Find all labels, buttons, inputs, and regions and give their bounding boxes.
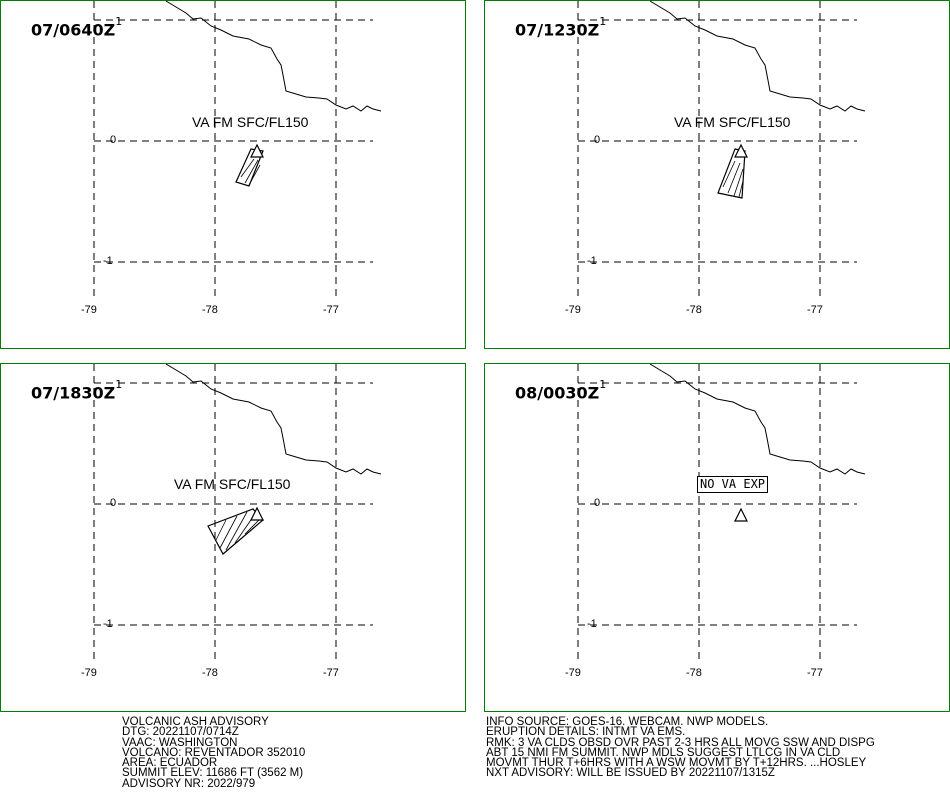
no-va-exp-label: NO VA EXP <box>697 476 769 493</box>
map-panel-4: 08/0030Z1 NO VA EXP 0 -1 -79 -78 -77 <box>484 363 950 712</box>
lat-tick-0: 0 <box>594 497 601 509</box>
lat-tick-minus1: -1 <box>103 618 113 630</box>
advisory-line: ADVISORY NR: 2022/979 <box>122 777 256 790</box>
lon-tick-77: -77 <box>807 667 823 679</box>
ash-label: VA FM SFC/FL150 <box>174 476 291 492</box>
advisory-remarks-block: INFO SOURCE: GOES-16. WEBCAM. NWP MODELS… <box>486 716 875 780</box>
map-panel-1: 07/0640Z1 VA FM SFC/FL150 0 -1 -79 -78 -… <box>0 0 466 349</box>
ash-label: VA FM SFC/FL150 <box>192 114 309 130</box>
volcano-icon <box>250 143 264 158</box>
lon-tick-79: -79 <box>565 667 581 679</box>
lat-tick-0: 0 <box>110 497 117 509</box>
advisory-line: RMK: 3 VA CLDS OBSD OVR PAST 2-3 HRS ALL… <box>486 736 875 749</box>
advisory-line: INFO SOURCE: GOES-16. WEBCAM. NWP MODELS… <box>486 716 769 728</box>
volcano-icon <box>734 143 748 158</box>
advisory-line: ABT 15 NMI FM SUMMIT. NWP MDLS SUGGEST L… <box>486 746 841 759</box>
lat-tick-minus1: -1 <box>587 618 597 630</box>
lat-tick-minus1: -1 <box>587 255 597 267</box>
lon-tick-78: -78 <box>686 667 702 679</box>
coastline <box>649 1 866 112</box>
map-canvas <box>577 364 866 660</box>
lon-tick-79: -79 <box>81 304 97 316</box>
lat-tick-minus1: -1 <box>103 255 113 267</box>
lat-tick-0: 0 <box>110 134 117 146</box>
advisory-line: NXT ADVISORY: WILL BE ISSUED BY 20221107… <box>486 767 775 780</box>
map-panel-3: 07/1830Z1 VA FM SFC/FL150 0 -1 -79 -78 -… <box>0 363 466 712</box>
ash-label: VA FM SFC/FL150 <box>674 114 791 130</box>
map-canvas <box>93 1 382 297</box>
coastline <box>165 1 382 112</box>
coastline <box>649 364 866 475</box>
advisory-line: VAAC: WASHINGTON <box>122 736 238 749</box>
advisory-line: VOLCANO: REVENTADOR 352010 <box>122 746 306 759</box>
coastline <box>165 364 382 475</box>
lon-tick-79: -79 <box>81 667 97 679</box>
panel-time: 07/1230Z1 <box>515 15 607 40</box>
lon-tick-77: -77 <box>323 304 339 316</box>
lon-tick-78: -78 <box>686 304 702 316</box>
lon-tick-77: -77 <box>323 667 339 679</box>
advisory-line: DTG: 20221107/0714Z <box>122 726 239 739</box>
lat-tick-0: 0 <box>594 134 601 146</box>
lon-tick-78: -78 <box>202 667 218 679</box>
panel-time: 07/1830Z1 <box>31 378 123 403</box>
advisory-line: SUMMIT ELEV: 11686 FT (3562 M) <box>122 767 304 780</box>
lon-tick-77: -77 <box>807 304 823 316</box>
map-canvas <box>93 364 382 660</box>
panel-time: 07/0640Z1 <box>31 15 123 40</box>
advisory-header-block: VOLCANIC ASH ADVISORY DTG: 20221107/0714Z… <box>122 716 306 790</box>
advisory-line: VOLCANIC ASH ADVISORY <box>122 716 269 728</box>
advisory-line: AREA: ECUADOR <box>122 757 218 770</box>
panel-time: 08/0030Z1 <box>515 378 607 403</box>
advisory-line: MOVMT THUR T+6HRS WITH A WSW MOVMT BY T+… <box>486 757 867 770</box>
lon-tick-79: -79 <box>565 304 581 316</box>
map-canvas <box>577 1 866 297</box>
volcano-icon <box>734 507 748 522</box>
volcano-icon <box>250 506 264 521</box>
lon-tick-78: -78 <box>202 304 218 316</box>
advisory-line: ERUPTION DETAILS: INTMT VA EMS. <box>486 726 686 739</box>
map-panel-2: 07/1230Z1 VA FM SFC/FL150 0 -1 -79 -78 -… <box>484 0 950 349</box>
